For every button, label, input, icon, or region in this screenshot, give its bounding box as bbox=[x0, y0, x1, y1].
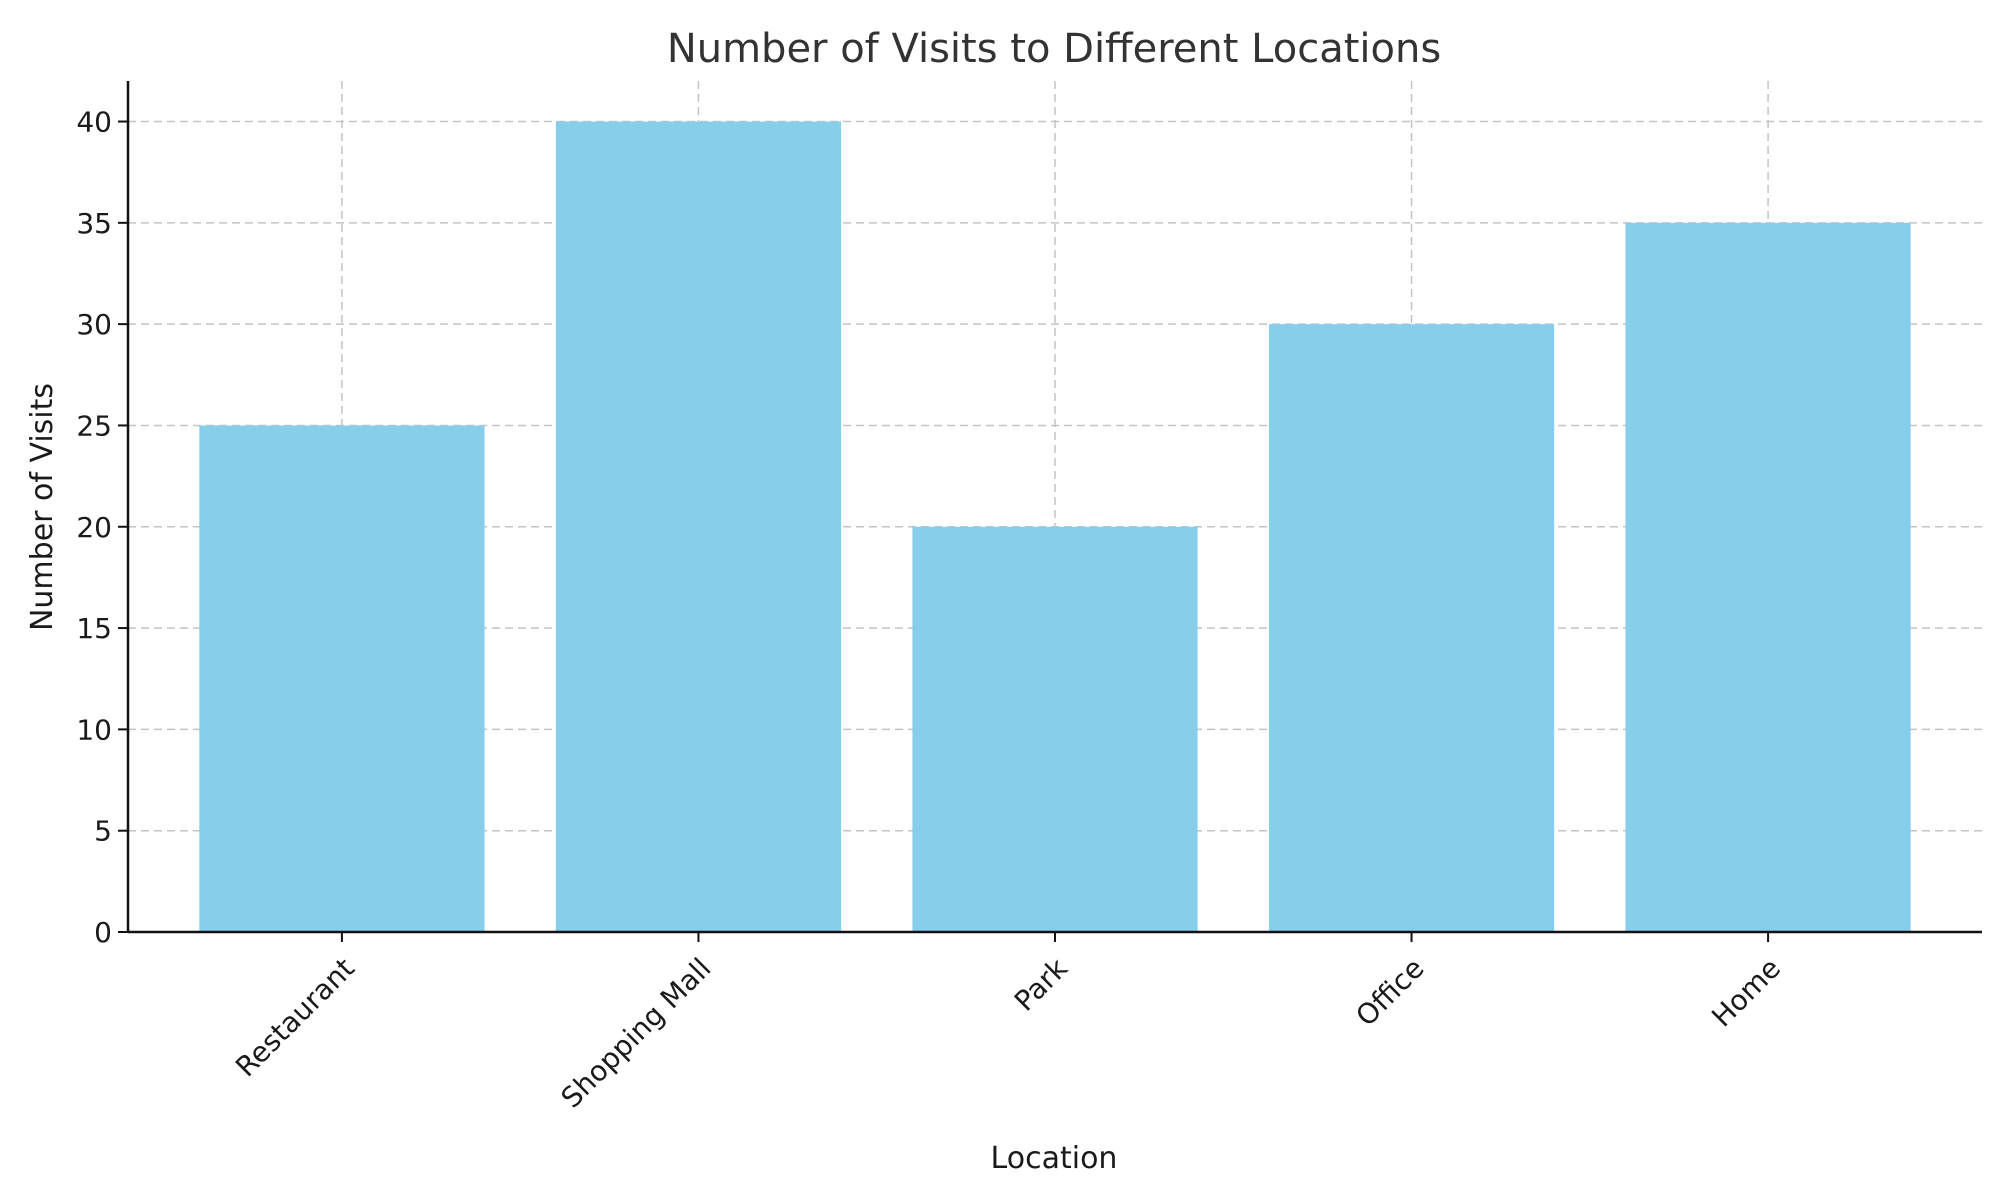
bar bbox=[1268, 324, 1555, 933]
y-tick-label: 0 bbox=[94, 916, 112, 949]
bars bbox=[199, 121, 1911, 933]
chart-title: Number of Visits to Different Locations bbox=[667, 26, 1441, 72]
x-tick-label: Home bbox=[1705, 952, 1787, 1034]
x-axis-label: Location bbox=[991, 1141, 1118, 1176]
y-tick-label: 40 bbox=[76, 106, 112, 139]
y-tick-label: 10 bbox=[76, 713, 112, 746]
x-tick-label: Shopping Mall bbox=[555, 952, 718, 1115]
x-tick-label: Restaurant bbox=[229, 952, 361, 1084]
bar bbox=[912, 526, 1198, 932]
x-tick-label: Office bbox=[1349, 952, 1430, 1033]
y-tick-label: 25 bbox=[76, 409, 112, 442]
y-tick-label: 20 bbox=[76, 511, 112, 544]
y-tick-label: 30 bbox=[76, 308, 112, 341]
bar bbox=[1625, 222, 1911, 933]
y-tick-label: 15 bbox=[76, 612, 112, 645]
y-axis-label: Number of Visits bbox=[25, 383, 60, 631]
x-tick-label: Park bbox=[1008, 951, 1075, 1018]
bar bbox=[555, 121, 842, 933]
bar bbox=[199, 425, 485, 932]
y-tick-label: 5 bbox=[94, 815, 112, 848]
y-tick-label: 35 bbox=[76, 207, 112, 240]
